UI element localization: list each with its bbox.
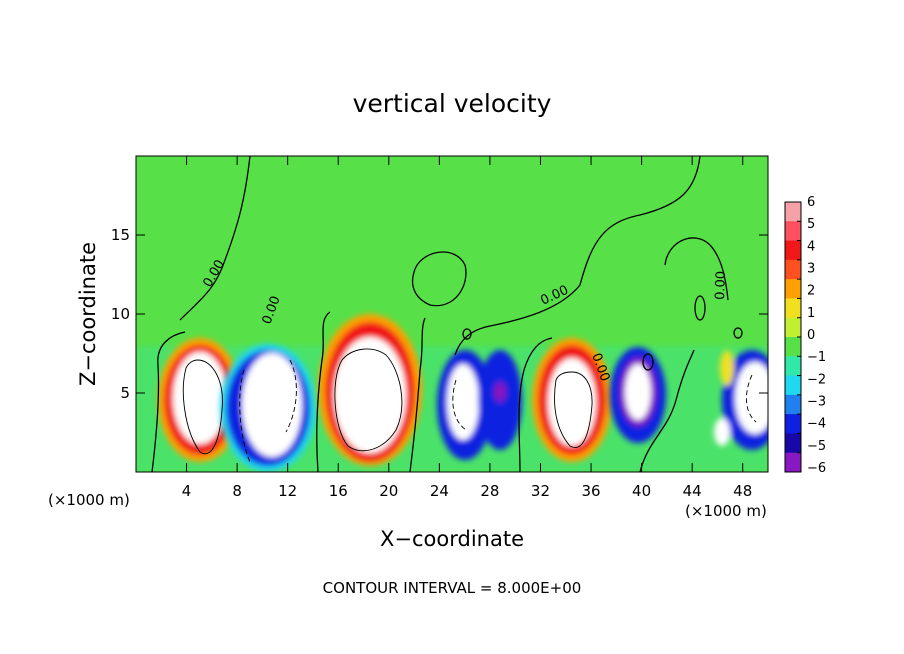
- cell-downdraft-2: [437, 350, 522, 460]
- colorbar-swatch: [785, 298, 801, 319]
- x-tick-label: 48: [733, 482, 752, 500]
- x-tick-label: 28: [480, 482, 499, 500]
- x-axis-label: X−coordinate: [380, 527, 524, 551]
- x-tick-label: 20: [379, 482, 398, 500]
- x-tick-label: 8: [232, 482, 242, 500]
- y-axis: 5 10 15: [111, 226, 768, 402]
- cell-downdraft-4: [714, 350, 768, 450]
- colorbar-label: −2: [807, 372, 826, 387]
- cell-downdraft-1: [220, 344, 316, 472]
- chart-title: vertical velocity: [353, 89, 552, 118]
- colorbar-label: −3: [807, 395, 826, 410]
- colorbar-label: −1: [807, 350, 826, 365]
- colorbar-label: 5: [807, 217, 815, 232]
- cell-updraft-3: [532, 338, 612, 462]
- colorbar-label: 0: [807, 328, 815, 343]
- x-tick-label: 16: [329, 482, 348, 500]
- colorbar-label: −4: [807, 417, 826, 432]
- x-tick-label: 24: [430, 482, 449, 500]
- colorbar-swatch: [785, 240, 801, 261]
- colorbar-swatch: [785, 433, 801, 454]
- cell-contours: [182, 348, 593, 455]
- x-unit-label-left: (×1000 m): [48, 491, 130, 509]
- cell-updraft-2: [318, 314, 422, 466]
- colorbar-label: 4: [807, 239, 815, 254]
- colorbar-label: −6: [807, 461, 826, 476]
- colorbar-swatch: [785, 259, 801, 280]
- negative-contours: [239, 359, 757, 463]
- colorbar-swatch: [785, 414, 801, 434]
- cell-updraft-1: [158, 338, 242, 462]
- contour-label-5: 0.00: [713, 271, 729, 300]
- y-tick-label: 10: [111, 305, 130, 323]
- x-axis: 4 8 12 16 20 24 28 32 36 40 44 48: [182, 156, 752, 500]
- x-unit-label-right: (×1000 m): [685, 502, 767, 520]
- plot-area: 0.00 0.00 0.00 0.00 0.00: [136, 156, 768, 472]
- colorbar-swatch: [785, 356, 801, 377]
- colorbar-swatch: [785, 317, 801, 338]
- x-tick-label: 12: [278, 482, 297, 500]
- contour-interval: CONTOUR INTERVAL = 8.000E+00: [323, 579, 582, 597]
- x-tick-label: 44: [683, 482, 702, 500]
- x-tick-label: 4: [182, 482, 192, 500]
- colorbar-swatch: [785, 394, 801, 415]
- colorbar-label: 1: [807, 306, 815, 321]
- x-tick-label: 40: [632, 482, 651, 500]
- colorbar-label: 3: [807, 262, 815, 277]
- cell-downdraft-3: [610, 347, 666, 443]
- y-tick-label: 15: [111, 226, 130, 244]
- colorbar-swatch: [785, 452, 801, 473]
- colorbar-label: 6: [807, 195, 815, 210]
- colorbar-label: 2: [807, 284, 815, 299]
- colorbar-swatch: [785, 337, 801, 357]
- colorbar: 6 5 4 3 2 1 0 −1 −2 −3 −4 −5 −6: [784, 195, 826, 476]
- colorbar-swatch: [785, 202, 801, 222]
- colorbar-swatch: [785, 279, 801, 299]
- x-tick-label: 32: [531, 482, 550, 500]
- colorbar-label: −5: [807, 439, 826, 454]
- x-tick-label: 36: [581, 482, 600, 500]
- colorbar-swatch: [785, 375, 801, 396]
- y-tick-label: 5: [120, 384, 130, 402]
- zero-contours: [151, 156, 743, 472]
- y-axis-label: Z−coordinate: [76, 242, 100, 386]
- colorbar-swatch: [785, 221, 801, 242]
